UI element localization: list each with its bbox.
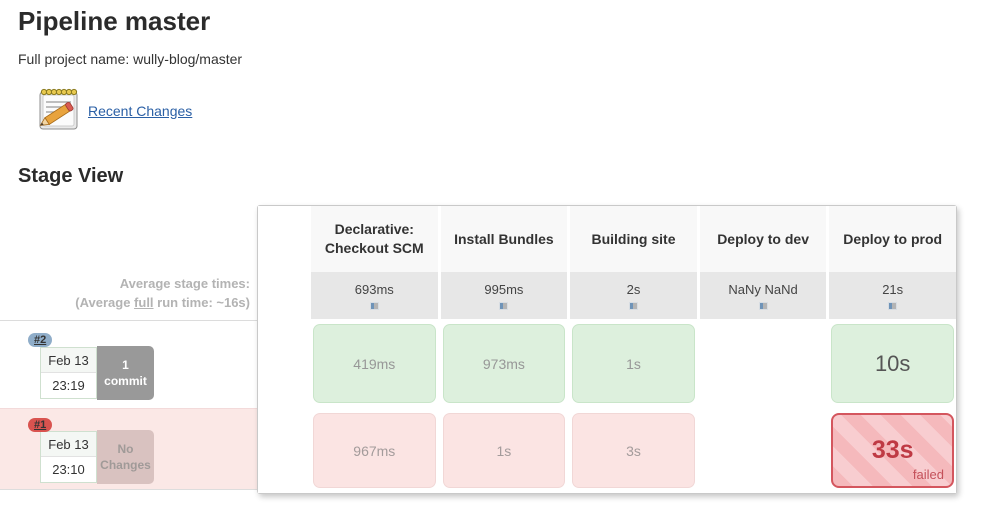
stage-cell: 1s bbox=[440, 408, 568, 493]
stage-result-failed-downstream[interactable]: 967ms bbox=[313, 413, 436, 488]
average-time-cell: 693ms bbox=[311, 272, 438, 319]
stage-cell: 3s bbox=[570, 408, 697, 493]
full-run-time-underline: full bbox=[134, 295, 154, 310]
notepad-pencil-icon bbox=[36, 84, 82, 137]
average-time-cell: 2s bbox=[570, 272, 697, 319]
trend-chart-icon bbox=[628, 301, 638, 310]
failed-status-label: failed bbox=[912, 467, 944, 482]
average-time-cell: 21s bbox=[829, 272, 956, 319]
run-time[interactable]: 23:10 bbox=[41, 457, 96, 482]
stage-view-table: Declarative: Checkout SCM Install Bundle… bbox=[257, 205, 957, 494]
average-stage-times-label: Average stage times: (Average full run t… bbox=[0, 274, 250, 312]
run-number-badge[interactable]: #2 bbox=[28, 333, 53, 347]
stage-cell: 1s bbox=[570, 319, 697, 408]
stage-cell: 973ms bbox=[440, 319, 568, 408]
run-number-badge[interactable]: #1 bbox=[28, 418, 53, 432]
stage-result-success[interactable]: 1s bbox=[572, 324, 695, 403]
stage-header-deploy-to-dev: Deploy to dev bbox=[699, 206, 827, 272]
trend-chart-icon bbox=[369, 301, 379, 310]
page-title: Pipeline master bbox=[18, 6, 211, 36]
run-date-link[interactable]: Feb 13 23:10 bbox=[40, 431, 97, 483]
run-date-link[interactable]: Feb 13 23:19 bbox=[40, 347, 97, 399]
run1-spacer-cell bbox=[258, 408, 308, 493]
stage-cell-empty bbox=[699, 319, 827, 408]
stage-header-deploy-to-prod: Deploy to prod bbox=[829, 206, 956, 272]
full-project-name: Full project name: wully-blog/master bbox=[18, 51, 243, 67]
stage-header-declarative-checkout-scm: Declarative: Checkout SCM bbox=[311, 206, 438, 272]
stage-cell: 33s failed bbox=[829, 408, 956, 493]
stage-result-failed-downstream[interactable]: 1s bbox=[442, 413, 566, 488]
stage-header-building-site: Building site bbox=[570, 206, 697, 272]
stage-header-install-bundles: Install Bundles bbox=[440, 206, 568, 272]
run-date[interactable]: Feb 13 bbox=[41, 432, 96, 457]
stage-view-heading: Stage View bbox=[18, 165, 124, 187]
average-time-cell: NaNy NaNd bbox=[699, 272, 827, 319]
header-spacer-cell bbox=[258, 206, 308, 272]
average-label-line2: (Average full run time: ~16s) bbox=[75, 295, 250, 310]
stage-result-failed[interactable]: 33s failed bbox=[831, 413, 954, 488]
stage-result-success[interactable]: 973ms bbox=[442, 324, 566, 403]
trend-chart-icon bbox=[499, 301, 509, 310]
run-row-2: #2 Feb 13 23:19 1 commit bbox=[0, 320, 257, 408]
trend-chart-icon bbox=[888, 301, 898, 310]
trend-chart-icon bbox=[758, 301, 768, 310]
run2-spacer-cell bbox=[258, 319, 308, 408]
no-changes-box: No Changes bbox=[97, 430, 154, 484]
stage-cell-empty bbox=[699, 408, 827, 493]
run-time[interactable]: 23:19 bbox=[41, 373, 96, 398]
average-spacer-cell bbox=[258, 272, 308, 319]
stage-result-success[interactable]: 10s bbox=[831, 324, 954, 403]
stage-cell: 419ms bbox=[311, 319, 438, 408]
stage-cell: 967ms bbox=[311, 408, 438, 493]
recent-changes-link[interactable]: Recent Changes bbox=[88, 102, 193, 119]
run-row-1: #1 Feb 13 23:10 No Changes bbox=[0, 408, 257, 490]
recent-changes-section: Recent Changes bbox=[36, 84, 192, 137]
run-date[interactable]: Feb 13 bbox=[41, 348, 96, 373]
average-time-cell: 995ms bbox=[440, 272, 568, 319]
stage-cell: 10s bbox=[829, 319, 956, 408]
run-changes-box[interactable]: 1 commit bbox=[97, 346, 154, 400]
stage-result-failed-downstream[interactable]: 3s bbox=[572, 413, 695, 488]
stage-result-success[interactable]: 419ms bbox=[313, 324, 436, 403]
stage-grid: Declarative: Checkout SCM Install Bundle… bbox=[258, 206, 956, 493]
average-label-line1: Average stage times: bbox=[119, 276, 250, 291]
